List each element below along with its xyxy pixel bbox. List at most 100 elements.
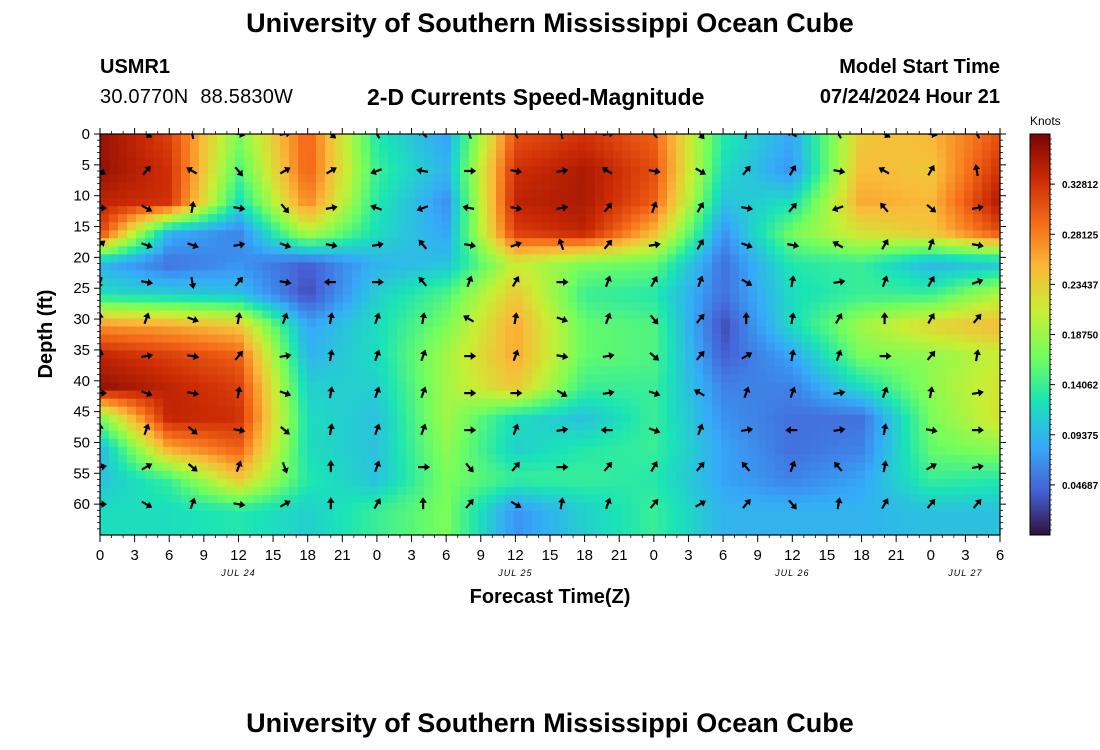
heat-cell xyxy=(127,310,137,320)
heat-cell xyxy=(118,406,128,416)
heat-cell xyxy=(442,518,452,528)
heat-cell xyxy=(721,310,731,320)
heat-cell xyxy=(325,430,335,440)
heat-cell xyxy=(271,310,281,320)
heat-cell xyxy=(658,150,668,159)
heat-cell xyxy=(586,366,596,376)
heat-cell xyxy=(721,134,731,143)
heat-cell xyxy=(307,382,317,392)
heat-cell xyxy=(109,350,119,360)
heat-cell xyxy=(811,134,821,143)
heat-cell xyxy=(487,390,497,400)
heat-cell xyxy=(874,134,884,143)
heat-cell xyxy=(433,486,443,496)
heat-cell xyxy=(847,374,857,384)
heat-cell xyxy=(307,494,317,504)
heat-cell xyxy=(271,158,281,167)
heat-cell xyxy=(838,302,848,312)
heat-cell xyxy=(379,334,389,344)
heat-cell xyxy=(658,134,668,143)
heat-cell xyxy=(793,494,803,504)
heat-cell xyxy=(541,182,551,191)
heat-cell xyxy=(307,430,317,440)
heat-cell xyxy=(955,502,965,512)
heat-cell xyxy=(316,382,326,392)
heat-cell xyxy=(289,502,299,512)
heat-cell xyxy=(190,278,200,287)
heat-cell xyxy=(973,398,983,408)
heat-cell xyxy=(766,166,776,175)
heat-cell xyxy=(127,342,137,352)
heat-cell xyxy=(811,190,821,199)
heat-cell xyxy=(289,278,299,287)
heat-cell xyxy=(370,246,380,255)
heat-cell xyxy=(226,262,236,271)
heat-cell xyxy=(577,470,587,480)
heat-cell xyxy=(595,478,605,488)
heat-cell xyxy=(289,470,299,480)
heat-cell xyxy=(253,382,263,392)
heat-cell xyxy=(460,302,470,312)
heat-cell xyxy=(667,518,677,528)
heat-cell xyxy=(541,398,551,408)
heat-cell xyxy=(577,278,587,287)
heat-cell xyxy=(271,454,281,464)
heat-cell xyxy=(676,422,686,432)
heat-cell xyxy=(694,446,704,456)
heat-cell xyxy=(901,214,911,223)
heat-cell xyxy=(352,294,362,304)
heat-cell xyxy=(838,262,848,271)
heat-cell xyxy=(298,158,308,167)
heat-cell xyxy=(271,270,281,279)
heat-cell xyxy=(658,182,668,191)
heat-cell xyxy=(352,318,362,328)
heat-cell xyxy=(784,278,794,287)
heat-cell xyxy=(244,446,254,456)
heat-cell xyxy=(343,238,353,247)
heat-cell xyxy=(127,150,137,159)
heat-cell xyxy=(541,350,551,360)
heat-cell xyxy=(721,302,731,312)
heat-cell xyxy=(379,262,389,271)
heat-cell xyxy=(613,430,623,440)
heat-cell xyxy=(298,214,308,223)
heat-cell xyxy=(217,454,227,464)
heat-cell xyxy=(847,422,857,432)
heat-cell xyxy=(496,246,506,255)
heat-cell xyxy=(838,438,848,448)
heat-cell xyxy=(910,390,920,400)
heat-cell xyxy=(955,150,965,159)
heat-cell xyxy=(829,270,839,279)
heat-cell xyxy=(982,246,992,255)
heat-cell xyxy=(658,142,668,151)
heat-cell xyxy=(730,318,740,328)
heat-cell xyxy=(163,262,173,271)
heat-cell xyxy=(190,398,200,408)
heat-cell xyxy=(532,278,542,287)
heat-cell xyxy=(550,334,560,344)
heat-cell xyxy=(676,222,686,231)
heat-cell xyxy=(991,462,1000,472)
heat-cell xyxy=(793,446,803,456)
heat-cell xyxy=(514,222,524,231)
heat-cell xyxy=(361,262,371,271)
heat-cell xyxy=(640,302,650,312)
heat-cell xyxy=(568,398,578,408)
heat-cell xyxy=(982,286,992,295)
heat-cell xyxy=(874,214,884,223)
heat-cell xyxy=(199,478,209,488)
heat-cell xyxy=(496,398,506,408)
heat-cell xyxy=(154,502,164,512)
heat-cell xyxy=(514,270,524,279)
heat-cell xyxy=(991,430,1000,440)
heat-cell xyxy=(190,454,200,464)
heat-cell xyxy=(244,174,254,183)
heat-cell xyxy=(577,478,587,488)
heat-cell xyxy=(190,150,200,159)
heat-cell xyxy=(352,134,362,143)
heat-cell xyxy=(631,182,641,191)
heat-cell xyxy=(127,254,137,263)
heat-cell xyxy=(478,438,488,448)
heat-cell xyxy=(946,238,956,247)
heat-cell xyxy=(793,294,803,304)
